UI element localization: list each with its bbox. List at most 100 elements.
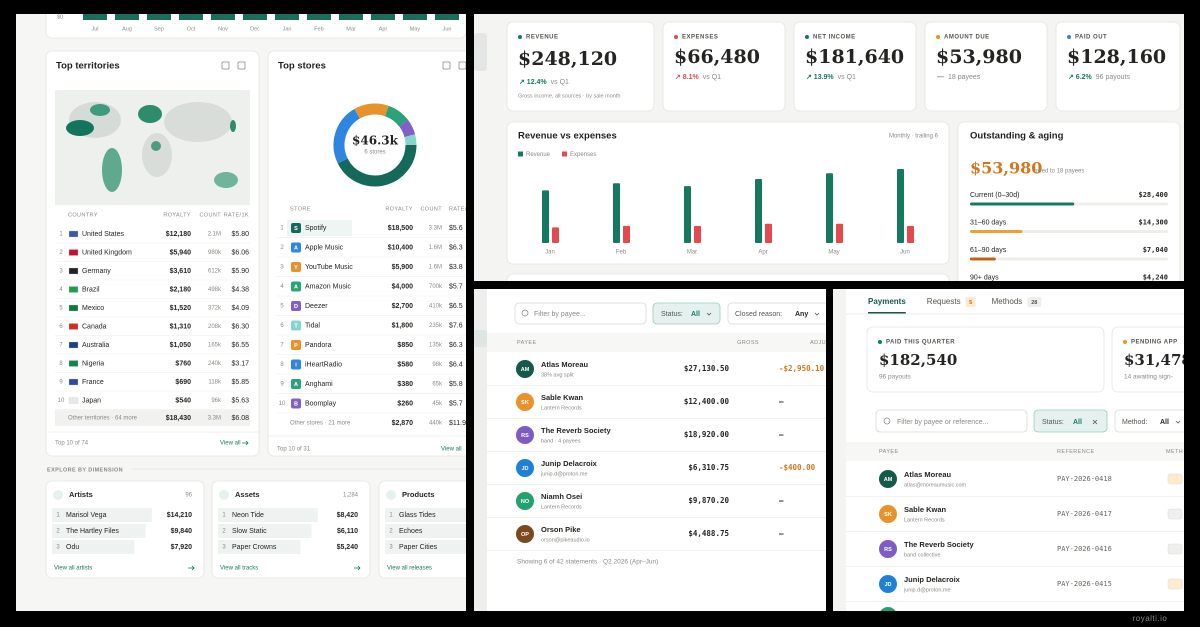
other-name: Other stores · 21 more xyxy=(290,421,351,427)
tab[interactable]: Requests xyxy=(927,297,961,306)
month-bar xyxy=(243,14,267,20)
legend-label: Expenses xyxy=(570,152,596,158)
icon-button[interactable] xyxy=(221,61,230,70)
status-dot xyxy=(1123,340,1127,344)
payee-name: The Reverb Society xyxy=(541,426,611,435)
month-label: Oct xyxy=(187,26,196,32)
filter-pill[interactable] xyxy=(652,302,721,325)
month-label: May xyxy=(410,26,421,32)
link[interactable]: View all artists xyxy=(54,566,92,572)
month-bar xyxy=(403,14,427,20)
donut-segment xyxy=(404,134,417,146)
rank: 5 xyxy=(59,306,63,312)
country-name: Canada xyxy=(82,323,107,330)
tab[interactable]: Methods xyxy=(992,297,1023,306)
bucket-label: Current (0–30d) xyxy=(970,192,1019,199)
count: 612k xyxy=(208,269,222,275)
search-placeholder: Filter by payee or reference... xyxy=(897,419,988,426)
map-region xyxy=(151,141,161,151)
search-icon xyxy=(521,309,529,317)
link[interactable]: View all xyxy=(220,441,241,447)
row-bg xyxy=(52,508,152,522)
store-name: Boomplay xyxy=(305,400,337,407)
bucket-value: $4,240 xyxy=(1143,274,1168,282)
rank: 3 xyxy=(56,545,60,551)
status-dot xyxy=(805,35,809,39)
column-header: ROYALTY xyxy=(163,212,191,218)
filter-pill[interactable] xyxy=(1033,409,1108,433)
rank: 3 xyxy=(222,545,226,551)
item-value: $8,420 xyxy=(337,512,359,519)
legend-swatch xyxy=(562,151,568,157)
bucket-bar xyxy=(970,230,1023,233)
filter-pill[interactable] xyxy=(1114,409,1195,433)
adjustment: -$2,950.10 xyxy=(779,364,825,373)
count: 1.6M xyxy=(429,245,442,251)
icon-button[interactable] xyxy=(237,61,246,70)
search-input[interactable] xyxy=(514,302,647,325)
payee-sub: Lantern Records xyxy=(904,517,945,523)
payee-sub: Lantern Records xyxy=(541,405,582,411)
payee-name: Junip Delacroix xyxy=(541,459,598,468)
store-name: Amazon Music xyxy=(305,283,351,290)
link[interactable]: View all tracks xyxy=(220,566,258,572)
count: 135k xyxy=(429,343,443,349)
kpi-label: REVENUE xyxy=(526,35,559,41)
royalty: $850 xyxy=(397,342,413,349)
link[interactable]: View all releases xyxy=(387,566,432,572)
store-icon-letter: A xyxy=(294,284,298,290)
bucket-bar xyxy=(970,257,996,261)
month-label: Feb xyxy=(314,26,323,32)
rank: 2 xyxy=(56,529,60,535)
chevron-icon xyxy=(814,312,820,316)
store-icon-letter: I xyxy=(295,362,297,368)
icon-button[interactable] xyxy=(442,61,451,70)
row-bg xyxy=(385,540,466,554)
rate: $7.6 xyxy=(449,322,463,329)
map-region xyxy=(214,172,238,188)
x-tick-label: Apr xyxy=(758,250,767,256)
card-value: $31,478 xyxy=(1124,351,1192,369)
search-input[interactable] xyxy=(875,409,1028,433)
method-icon xyxy=(1167,508,1183,520)
avatar xyxy=(880,607,896,611)
month-label: Dec xyxy=(250,26,260,32)
flag xyxy=(68,304,79,312)
royalty: $4,000 xyxy=(392,283,414,290)
payee-sub: band · 4 payees xyxy=(541,438,581,444)
item-name: Marisol Vega xyxy=(66,512,107,519)
flag xyxy=(68,230,79,238)
rate: $5.7 xyxy=(449,283,463,290)
store-icon-letter: A xyxy=(294,245,298,251)
month-bar xyxy=(307,14,331,20)
country-name: France xyxy=(82,379,104,386)
card xyxy=(1055,21,1181,112)
link[interactable]: View all xyxy=(441,447,462,453)
month-bar xyxy=(147,14,171,20)
month-bar xyxy=(179,14,203,20)
tab[interactable]: Payments xyxy=(868,297,906,306)
kpi-value: $128,160 xyxy=(1067,46,1166,68)
icon-button[interactable] xyxy=(458,61,466,70)
royalty: $18,430 xyxy=(166,415,191,422)
rank: 1 xyxy=(222,513,226,519)
gross: $27,130.50 xyxy=(684,364,730,373)
country-name: United Kingdom xyxy=(82,249,132,256)
count: 240k xyxy=(208,361,222,367)
royalty: $380 xyxy=(397,381,413,388)
filter-pill[interactable] xyxy=(727,302,838,325)
rank: 1 xyxy=(389,513,393,519)
rate: $4.09 xyxy=(231,305,249,312)
row-bg xyxy=(218,540,301,554)
kpi-label: EXPENSES xyxy=(682,35,718,41)
status-dot xyxy=(518,35,522,39)
aging-note: owed to 18 payees xyxy=(1034,169,1084,175)
count: 980k xyxy=(208,250,222,256)
avatar xyxy=(516,360,534,378)
country-name: United States xyxy=(82,231,125,238)
month-bar xyxy=(339,14,363,20)
kpi-delta-note: 96 payouts xyxy=(1096,74,1131,81)
month-bar xyxy=(275,14,299,20)
store-icon xyxy=(291,359,301,370)
country-name: Japan xyxy=(82,397,101,404)
